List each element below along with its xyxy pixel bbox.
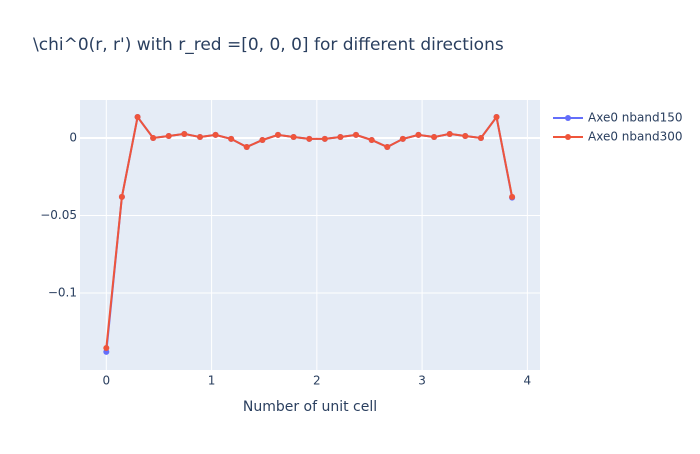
y-tick-label: −0.1	[48, 285, 77, 299]
data-point	[384, 143, 391, 150]
data-point	[493, 114, 500, 121]
x-tick-label: 2	[313, 374, 321, 388]
chart-title: \chi^0(r, r') with r_red =[0, 0, 0] for …	[33, 35, 504, 55]
x-tick-label: 4	[524, 374, 532, 388]
data-point	[446, 130, 453, 137]
data-point	[368, 136, 375, 143]
data-point	[275, 131, 281, 138]
data-point	[431, 134, 438, 141]
data-point	[134, 114, 141, 121]
data-point	[321, 135, 328, 142]
legend-label: Axe0 nband150	[588, 111, 682, 125]
plot-area	[80, 100, 540, 370]
x-tick-label: 3	[418, 374, 426, 388]
data-point	[212, 131, 219, 138]
data-point	[353, 131, 359, 138]
y-tick-label: −0.05	[40, 208, 77, 222]
data-point	[243, 143, 250, 150]
data-point	[165, 132, 172, 139]
x-tick-label: 1	[208, 374, 216, 388]
data-point	[462, 132, 469, 139]
data-point	[197, 134, 203, 141]
x-tick-label: 0	[102, 374, 110, 388]
data-point	[259, 136, 266, 143]
x-axis-label: Number of unit cell	[243, 399, 377, 415]
legend-marker	[565, 115, 571, 121]
data-point	[150, 134, 157, 141]
data-point	[306, 135, 313, 142]
data-point	[103, 344, 110, 351]
data-point	[228, 135, 235, 142]
data-point	[181, 130, 188, 137]
data-point	[399, 135, 406, 142]
legend-label: Axe0 nband300	[588, 130, 682, 144]
data-point	[509, 193, 516, 200]
y-tick-label: 0	[69, 130, 77, 144]
data-point	[337, 134, 344, 141]
data-point	[415, 131, 422, 138]
data-point	[477, 134, 484, 141]
data-point	[118, 193, 125, 200]
data-point	[290, 134, 297, 141]
legend-marker	[565, 134, 571, 140]
